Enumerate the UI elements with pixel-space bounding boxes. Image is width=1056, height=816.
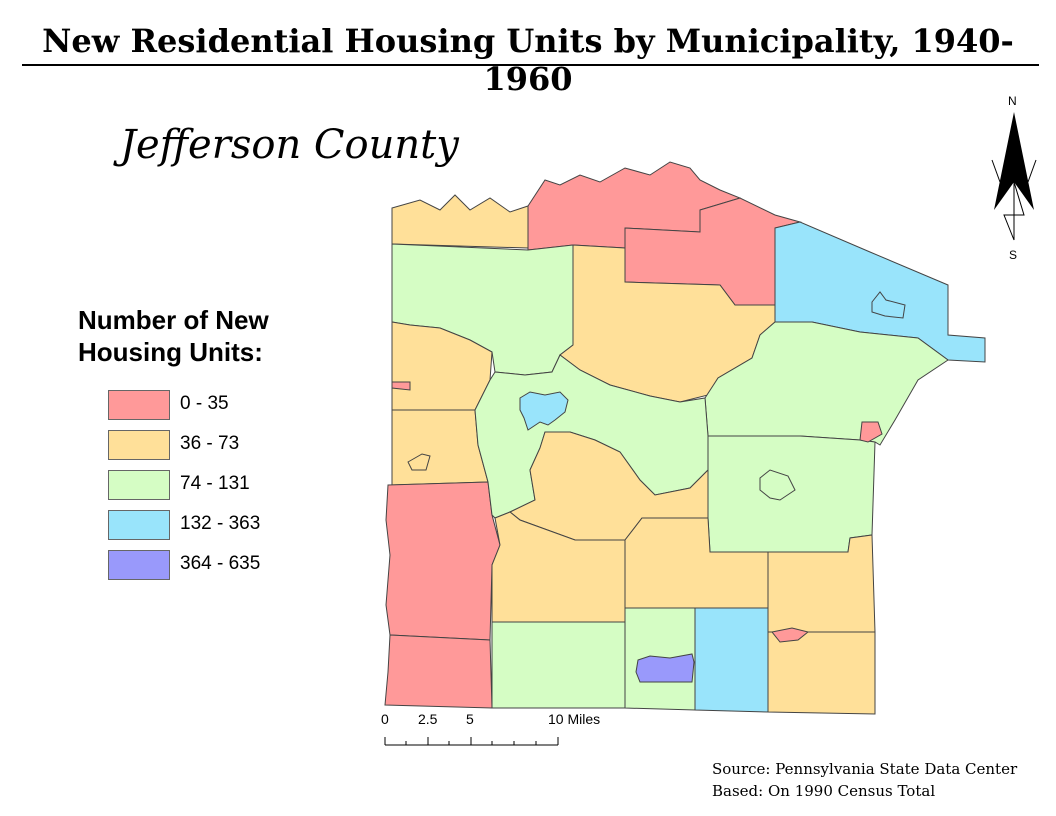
- county-name: Jefferson County: [120, 122, 459, 168]
- legend-label: 364 - 635: [180, 553, 261, 574]
- source-line-1: Source: Pennsylvania State Data Center: [712, 760, 1018, 778]
- map-title: New Residential Housing Units by Municip…: [42, 22, 1014, 98]
- municipality: [694, 607, 769, 713]
- municipality: [707, 435, 876, 553]
- borough: [407, 453, 431, 471]
- scale-label-0: 0: [381, 711, 389, 727]
- scale-label-5: 5: [466, 711, 474, 727]
- borough: [871, 291, 906, 319]
- legend-label: 132 - 363: [180, 513, 261, 534]
- legend-swatch: [108, 510, 170, 540]
- municipality: [391, 194, 529, 249]
- south-label: S: [1009, 248, 1018, 262]
- legend-label: 36 - 73: [180, 433, 240, 454]
- legend-swatch: [108, 470, 170, 500]
- borough: [771, 627, 810, 643]
- scale-bar: [384, 737, 559, 746]
- legend-title-line1: Number of New: [78, 305, 269, 335]
- source-line-2: Based: On 1990 Census Total: [712, 782, 936, 800]
- legend-label: 74 - 131: [180, 473, 250, 494]
- municipality: [767, 631, 876, 715]
- municipality: [491, 621, 626, 709]
- scale-label-2-5: 2.5: [418, 711, 438, 727]
- legend-swatch: [108, 550, 170, 580]
- legend-swatch: [108, 430, 170, 460]
- legend-swatch: [108, 390, 170, 420]
- municipality: [391, 409, 489, 486]
- north-arrow-icon: [991, 112, 1037, 241]
- legend-label: 0 - 35: [180, 393, 229, 414]
- municipality: [385, 481, 501, 641]
- legend-title-line2: Housing Units:: [78, 337, 263, 367]
- north-label: N: [1008, 94, 1017, 108]
- borough: [635, 653, 695, 683]
- legend-title: Number of New Housing Units:: [78, 304, 269, 368]
- borough: [759, 469, 796, 501]
- municipality: [384, 634, 493, 709]
- scale-label-10-miles: 10 Miles: [548, 711, 601, 727]
- borough: [859, 421, 883, 443]
- title-underline: [22, 64, 1039, 66]
- borough: [519, 391, 569, 431]
- borough: [391, 381, 411, 391]
